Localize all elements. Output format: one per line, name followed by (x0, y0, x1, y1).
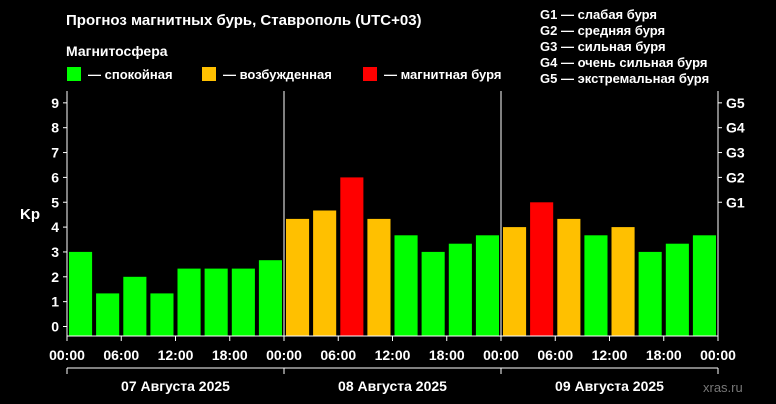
y-tick-label: 7 (51, 145, 59, 161)
x-tick-label: 12:00 (592, 347, 628, 363)
kp-bar (286, 218, 310, 336)
y-tick-label: 8 (51, 120, 59, 136)
kp-bar (96, 293, 120, 336)
y-tick-label: 5 (51, 194, 59, 210)
legend-label-storm: — магнитная буря (384, 67, 501, 82)
kp-bar (258, 260, 282, 336)
x-tick-label: 00:00 (266, 347, 302, 363)
x-tick-label: 00:00 (49, 347, 85, 363)
y-tick-label: 2 (51, 269, 59, 285)
x-tick-label: 00:00 (483, 347, 519, 363)
y-tick-label: 0 (51, 319, 59, 335)
kp-bar (340, 177, 364, 336)
x-tick-label: 12:00 (158, 347, 194, 363)
kp-bar (421, 251, 445, 336)
legend-swatch-storm (363, 67, 377, 81)
y-tick-label: 6 (51, 169, 59, 185)
x-tick-label: 18:00 (212, 347, 248, 363)
kp-bar (394, 235, 418, 336)
legend-label-quiet: — спокойная (88, 67, 173, 82)
g-scale-legend: G1 — слабая буря G2 — средняя буря G3 — … (540, 7, 709, 86)
x-tick-label: 06:00 (103, 347, 139, 363)
kp-bar (584, 235, 608, 336)
legend-swatch-active (202, 67, 216, 81)
g-legend-item: G3 — сильная буря (540, 39, 666, 54)
level-legend: — спокойная — возбужденная — магнитная б… (67, 67, 501, 82)
kp-bar (313, 210, 337, 336)
plot-area: 0 1 2 3 4 5 6 7 8 9 G1 G2 G3 G4 G5 00:00 06:00 12:00 18:00… (49, 91, 745, 394)
day-label: 08 Августа 2025 (338, 378, 447, 394)
day-label: 07 Августа 2025 (121, 378, 230, 394)
kp-bar (123, 276, 147, 336)
kp-bar (177, 268, 201, 336)
g-tick-label: G5 (726, 95, 745, 111)
chart-title: Прогноз магнитных бурь, Ставрополь (UTC+… (66, 12, 422, 29)
x-tick-label: 06:00 (320, 347, 356, 363)
kp-bar (367, 218, 391, 336)
kp-bar (665, 243, 689, 336)
kp-bar (204, 268, 228, 336)
g-tick-label: G4 (726, 120, 745, 136)
kp-bar (69, 251, 93, 336)
x-tick-label: 18:00 (429, 347, 465, 363)
day-label: 09 Августа 2025 (555, 378, 664, 394)
kp-bar (692, 235, 716, 336)
legend-swatch-quiet (67, 67, 81, 81)
kp-bar (475, 235, 499, 336)
g-legend-item: G2 — средняя буря (540, 23, 665, 38)
g-legend-item: G5 — экстремальная буря (540, 71, 709, 86)
g-tick-label: G3 (726, 145, 745, 161)
watermark: xras.ru (703, 380, 743, 395)
kp-bar (448, 243, 472, 336)
kp-bar (530, 202, 554, 337)
y-tick-label: 1 (51, 294, 59, 310)
y-tick-label: 4 (51, 219, 59, 235)
x-tick-label: 12:00 (375, 347, 411, 363)
legend-label-active: — возбужденная (223, 67, 332, 82)
g-tick-label: G1 (726, 194, 745, 210)
magnetosphere-label: Магнитосфера (66, 43, 168, 59)
kp-bar (557, 218, 581, 336)
kp-bar (611, 227, 635, 336)
g-legend-item: G4 — очень сильная буря (540, 55, 707, 70)
kp-bar (231, 268, 255, 336)
x-tick-label: 06:00 (537, 347, 573, 363)
kp-bar (638, 251, 662, 336)
x-tick-label: 00:00 (700, 347, 736, 363)
kp-bar (150, 293, 174, 336)
g-tick-label: G2 (726, 169, 745, 185)
kp-bar (503, 227, 527, 336)
y-tick-label: 9 (51, 95, 59, 111)
y-axis-label: Kp (20, 206, 40, 223)
g-legend-item: G1 — слабая буря (540, 7, 657, 22)
x-tick-label: 18:00 (646, 347, 682, 363)
y-tick-label: 3 (51, 244, 59, 260)
